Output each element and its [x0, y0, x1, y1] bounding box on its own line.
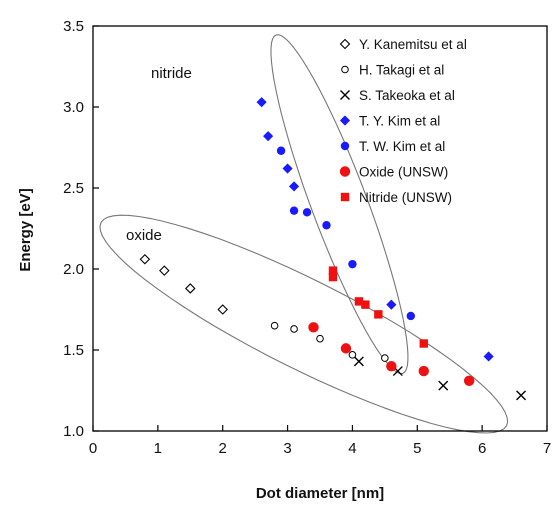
data-point-series-2: [516, 390, 527, 401]
y-tick-label: 2.5: [63, 180, 84, 197]
plot-frame: [92, 25, 548, 432]
data-point-series-3: [282, 163, 293, 174]
legend-marker-0: [339, 38, 351, 50]
legend-marker-2: [340, 90, 350, 100]
legend-entry-2: S. Takeoka et al: [359, 88, 455, 103]
x-tick-label: 2: [219, 440, 227, 457]
data-point-series-6: [374, 310, 383, 319]
data-point-series-2: [438, 380, 449, 391]
data-point-series-4: [276, 146, 286, 155]
legend-marker-1: [341, 65, 349, 74]
data-point-series-0: [217, 304, 228, 315]
x-tick-label: 6: [478, 440, 486, 457]
x-tick-label: 3: [283, 440, 291, 457]
data-point-series-2: [353, 356, 364, 367]
data-point-series-6: [354, 297, 364, 306]
data-point-series-4: [322, 221, 331, 230]
data-point-series-1: [381, 354, 389, 362]
x-tick-label: 4: [348, 440, 356, 457]
data-point-series-1: [348, 351, 357, 359]
x-axis-label: Dot diameter [nm]: [256, 485, 384, 502]
data-point-series-5: [463, 375, 475, 386]
data-point-series-6: [419, 339, 428, 348]
data-point-series-6: [328, 272, 338, 282]
data-point-series-3: [288, 181, 300, 192]
data-point-series-3: [386, 299, 397, 310]
data-point-series-3: [483, 351, 494, 362]
y-axis-label: Energy [eV]: [17, 188, 34, 271]
data-point-series-6: [328, 266, 338, 275]
data-point-series-1: [316, 334, 324, 343]
data-point-series-6: [361, 300, 370, 309]
x-tick-label: 7: [543, 440, 551, 457]
legend-marker-4: [340, 141, 350, 151]
legend: Y. Kanemitsu et al H. Takagi et al S. Take…: [339, 37, 467, 205]
data-point-series-4: [289, 206, 299, 215]
data-point-series-5: [340, 343, 352, 354]
annotation-nitride: nitride: [151, 65, 192, 82]
legend-marker-5: [339, 166, 351, 177]
data-point-series-3: [256, 97, 267, 108]
data-point-series-4: [406, 311, 415, 321]
axis-ticks: 0 1 2 3 4 5 6 7 1.0 1.5 2.0 2.5 3.0 3.5: [63, 18, 551, 457]
data-point-series-4: [348, 259, 357, 269]
legend-entry-0: Y. Kanemitsu et al: [359, 37, 467, 52]
y-tick-label: 3.0: [63, 99, 84, 116]
data-point-series-1: [270, 321, 279, 330]
legend-entry-3: T. Y. Kim et al: [359, 114, 440, 129]
data-point-series-3: [263, 131, 274, 142]
data-point-series-0: [185, 283, 196, 294]
legend-entry-4: T. W. Kim et al: [359, 139, 445, 154]
data-point-series-5: [386, 361, 397, 372]
data-point-series-1: [290, 325, 298, 333]
x-tick-label: 0: [89, 440, 97, 457]
y-tick-label: 1.5: [63, 342, 84, 359]
data-point-series-0: [139, 254, 151, 265]
legend-entry-6: Nitride (UNSW): [359, 190, 452, 205]
x-tick-label: 1: [154, 440, 162, 457]
data-point-series-4: [302, 208, 312, 217]
oxide-region: [99, 214, 509, 434]
data-point-series-5: [308, 322, 319, 333]
annotation-oxide: oxide: [126, 227, 162, 244]
legend-marker-3: [339, 115, 351, 126]
x-tick-label: 5: [413, 440, 421, 457]
y-tick-label: 3.5: [63, 18, 84, 35]
data-point-series-5: [418, 365, 429, 377]
data-point-series-0: [159, 265, 170, 276]
nitride-region: [270, 34, 409, 375]
y-tick-label: 2.0: [63, 261, 84, 278]
legend-entry-1: H. Takagi et al: [359, 63, 444, 78]
legend-marker-6: [340, 192, 350, 202]
legend-entry-5: Oxide (UNSW): [359, 165, 448, 180]
data-points: [139, 97, 527, 401]
y-tick-label: 1.0: [63, 423, 84, 440]
region-ellipses: [99, 34, 509, 434]
